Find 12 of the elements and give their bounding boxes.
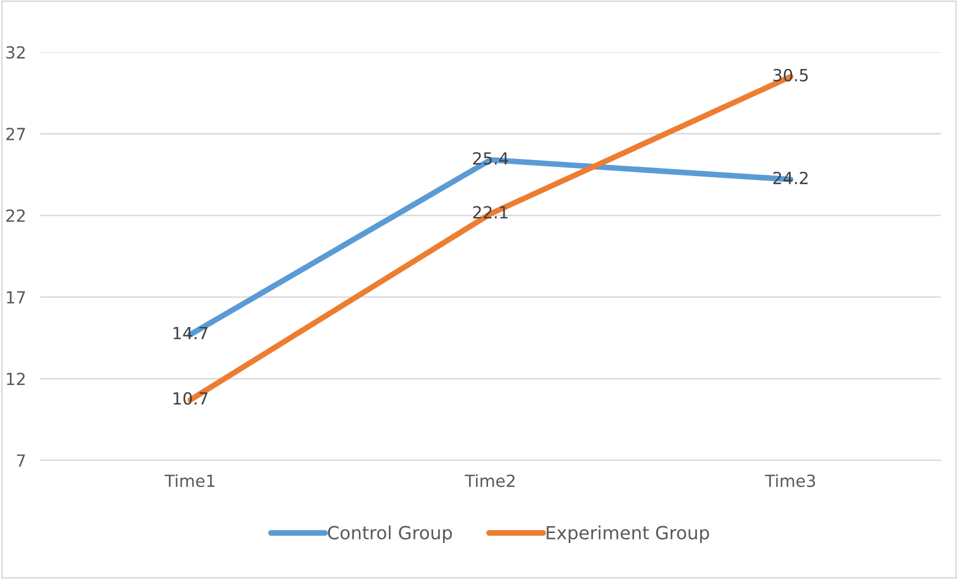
y-tick-label: 12 (6, 372, 25, 385)
legend-label: Experiment Group (546, 526, 710, 544)
x-tick-label: Time3 (764, 474, 816, 488)
x-tick-label: Time1 (164, 474, 214, 488)
y-tick-label: 32 (6, 46, 25, 59)
y-tick-label: 27 (6, 128, 25, 140)
x-tick-label: Time2 (464, 474, 515, 488)
y-tick-label: 22 (6, 209, 25, 222)
data-label: 30.5 (773, 68, 808, 82)
legend-label: Control Group (328, 526, 452, 544)
y-tick-label: 7 (17, 454, 25, 467)
y-tick-label: 17 (6, 291, 25, 304)
